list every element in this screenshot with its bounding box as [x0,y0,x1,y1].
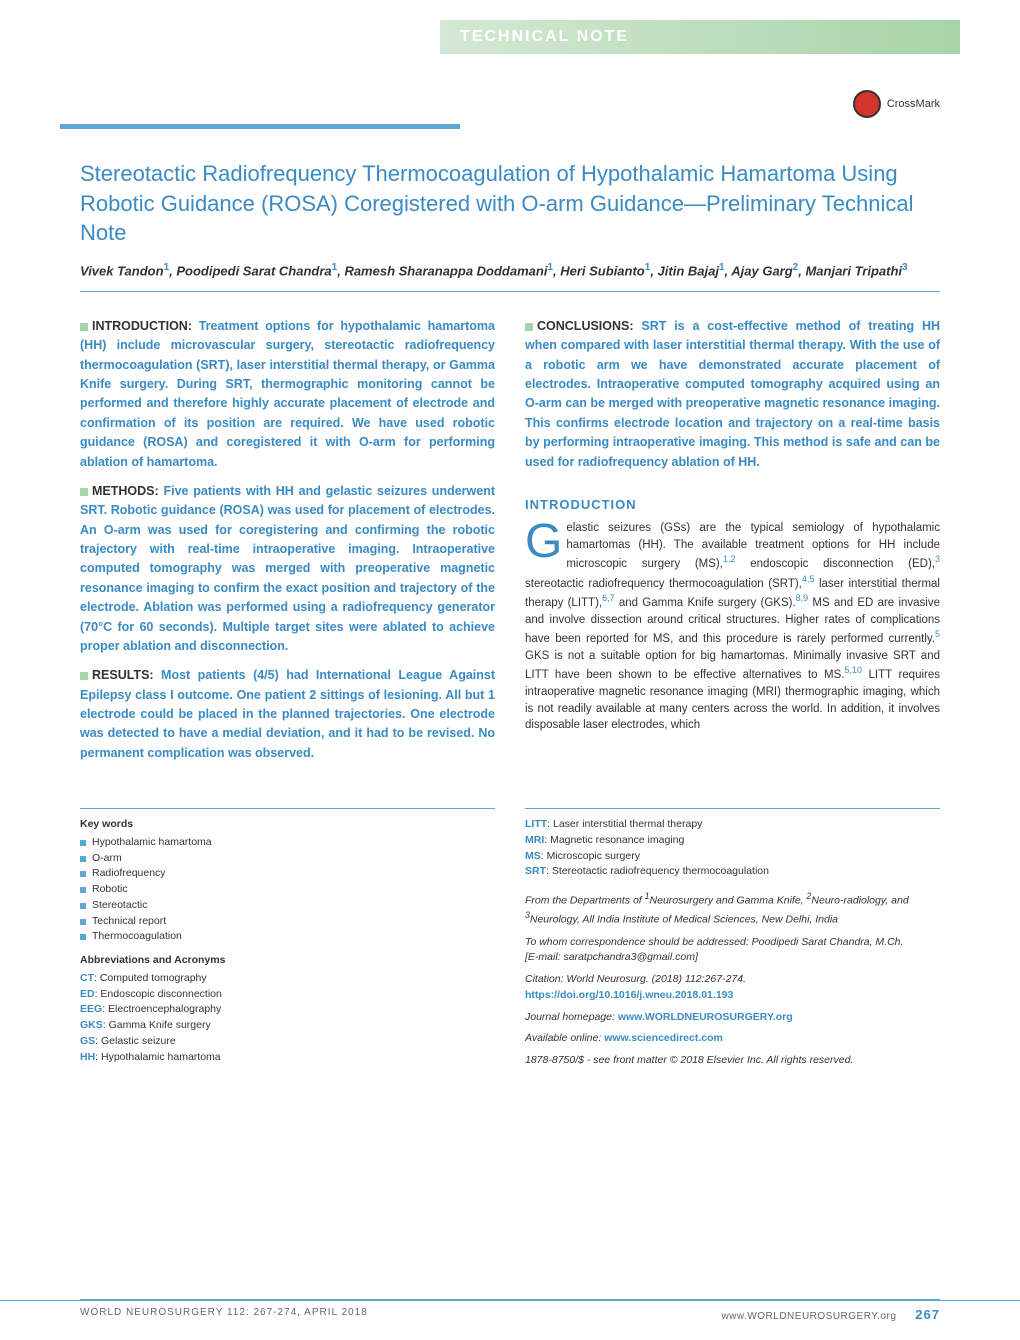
divider [80,808,495,809]
keyword-item: Robotic [80,882,495,898]
keyword-item: O-arm [80,851,495,867]
abbrev-item: MS: Microscopic surgery [525,849,940,865]
header-category-band: Technical Note [440,20,960,54]
keywords-list: Hypothalamic hamartomaO-armRadiofrequenc… [80,835,495,945]
intro-heading: INTRODUCTION [525,497,940,512]
article-title: Stereotactic Radiofrequency Thermocoagul… [80,159,940,248]
abstract-conclusions: CONCLUSIONS: SRT is a cost-effective met… [525,317,940,472]
homepage: Journal homepage: www.WORLDNEUROSURGERY.… [525,1010,940,1026]
sciencedirect-link[interactable]: www.sciencedirect.com [604,1032,723,1044]
crossmark-label: CrossMark [887,98,940,110]
email[interactable]: [E-mail: saratpchandra3@gmail.com] [525,951,698,963]
keyword-item: Thermocoagulation [80,929,495,945]
bullet-icon [80,488,88,496]
crossmark-icon [853,90,881,118]
abbrev-item: LITT: Laser interstitial thermal therapy [525,817,940,833]
keyword-item: Stereotactic [80,898,495,914]
keywords-heading: Key words [80,817,495,833]
article-authors: Vivek Tandon1, Poodipedi Sarat Chandra1,… [80,260,940,292]
crossmark-badge[interactable]: CrossMark [853,90,940,118]
header-category: Technical Note [460,28,629,46]
available-online: Available online: www.sciencedirect.com [525,1031,940,1047]
affiliation: From the Departments of 1Neurosurgery an… [525,890,940,929]
dropcap: G [525,522,562,562]
abstract-introduction: INTRODUCTION: Treatment options for hypo… [80,317,495,472]
abbrev-item: EEG: Electroencephalography [80,1002,495,1018]
abbrev-item: GS: Gelastic seizure [80,1034,495,1050]
abbrev-item: CT: Computed tomography [80,971,495,987]
bullet-icon [525,323,533,331]
keyword-item: Technical report [80,914,495,930]
citation: Citation: World Neurosurg. (2018) 112:26… [525,972,940,1004]
abbrev-item: SRT: Stereotactic radiofrequency thermoc… [525,864,940,880]
abbrev-item: ED: Endoscopic disconnection [80,987,495,1003]
doi-link[interactable]: https://doi.org/10.1016/j.wneu.2018.01.1… [525,989,733,1001]
correspondence: To whom correspondence should be address… [525,935,940,967]
bullet-icon [80,672,88,680]
keyword-item: Radiofrequency [80,866,495,882]
abstract-methods: METHODS: Five patients with HH and gelas… [80,482,495,656]
intro-body: Gelastic seizures (GSs) are the typical … [525,520,940,734]
homepage-link[interactable]: www.WORLDNEUROSURGERY.org [618,1011,793,1023]
abbrev-list: CT: Computed tomographyED: Endoscopic di… [80,971,495,1066]
divider [525,808,940,809]
abbrev-item: MRI: Magnetic resonance imaging [525,833,940,849]
abbrev-item: GKS: Gamma Knife surgery [80,1018,495,1034]
keyword-item: Hypothalamic hamartoma [80,835,495,851]
abbrev-heading: Abbreviations and Acronyms [80,953,495,969]
abbrev-list: LITT: Laser interstitial thermal therapy… [525,817,940,880]
page-footer: WORLD NEUROSURGERY 112: 267-274, APRIL 2… [0,1300,1020,1322]
abstract-results: RESULTS: Most patients (4/5) had Interna… [80,666,495,763]
abbrev-item: HH: Hypothalamic hamartoma [80,1050,495,1066]
footer-url[interactable]: www.WORLDNEUROSURGERY.org [721,1311,896,1322]
copyright: 1878-8750/$ - see front matter © 2018 El… [525,1053,940,1069]
bullet-icon [80,323,88,331]
